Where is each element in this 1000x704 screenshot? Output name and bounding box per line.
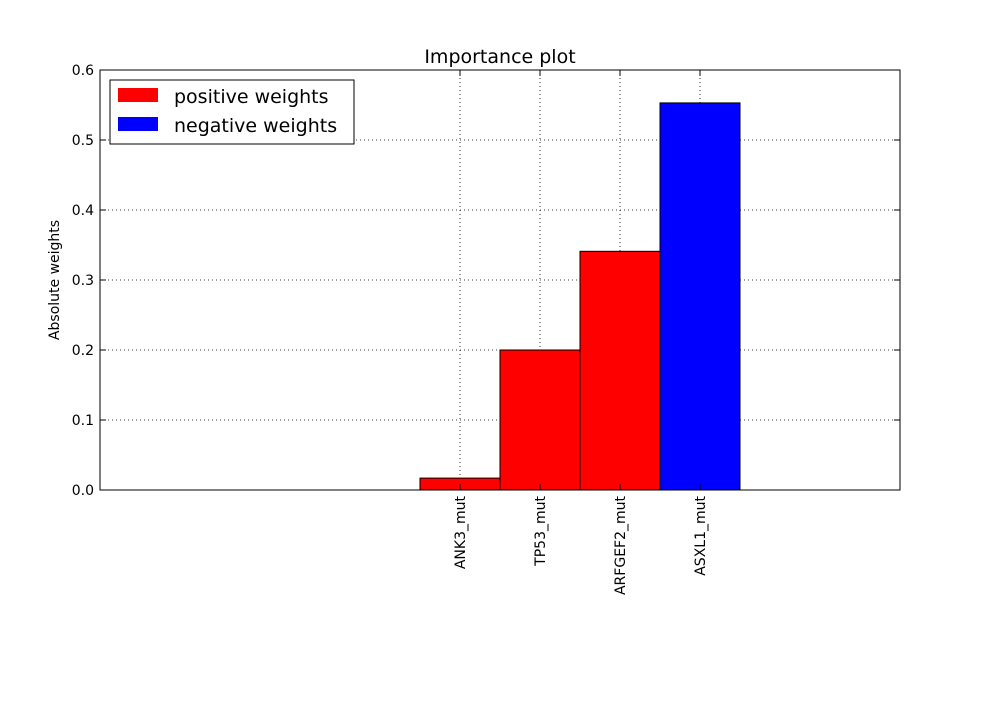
bar-tp53-mut xyxy=(499,349,581,491)
x-tick-label: ANK3_mut xyxy=(453,495,469,569)
y-tick-label: 0.3 xyxy=(72,273,94,289)
y-tick-label: 0.4 xyxy=(72,203,94,219)
y-axis-label: Absolute weights xyxy=(47,220,63,340)
bar-arfgef2-mut xyxy=(579,250,661,491)
legend: positive weights negative weights xyxy=(109,79,355,145)
y-tick-label: 0.5 xyxy=(72,133,94,149)
bars xyxy=(419,102,741,491)
y-tick-label: 0.2 xyxy=(72,343,94,359)
axis-ticks: 0.0 0.1 0.2 0.3 0.4 0.5 0.6 ANK3_mut TP53_mut ARF… xyxy=(72,63,900,595)
chart-title: Importance plot xyxy=(424,46,575,68)
legend-swatch-negative xyxy=(118,117,158,131)
y-tick-label: 0.1 xyxy=(72,413,94,429)
bar-asxl1-mut xyxy=(659,102,741,491)
y-tick-label: 0.6 xyxy=(72,63,94,79)
legend-label-negative: negative weights xyxy=(174,115,337,137)
legend-swatch-positive xyxy=(118,88,158,102)
y-tick-label: 0.0 xyxy=(72,483,94,499)
x-tick-label: TP53_mut xyxy=(533,495,549,566)
x-tick-label: ARFGEF2_mut xyxy=(613,495,629,595)
legend-label-positive: positive weights xyxy=(174,86,329,108)
x-tick-label: ASXL1_mut xyxy=(693,495,709,575)
